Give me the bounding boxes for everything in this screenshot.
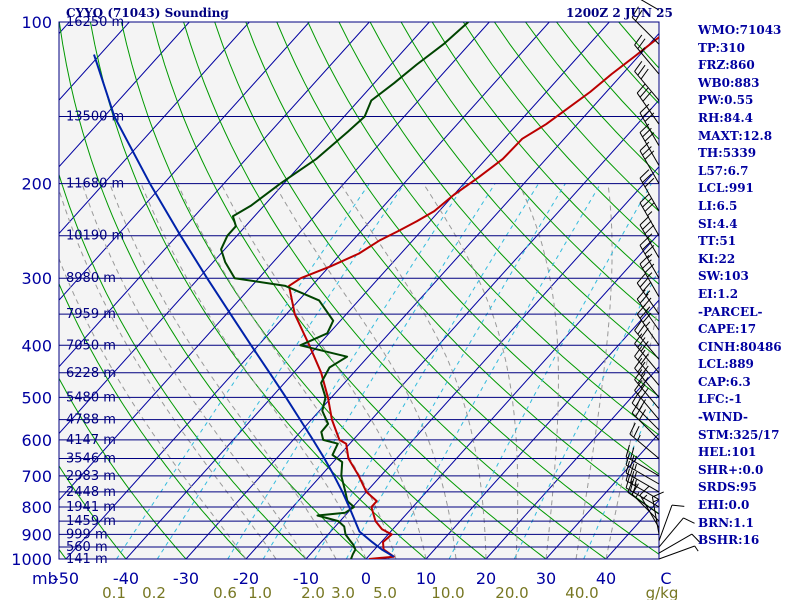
stability-index-item: LI:6.5 [698, 198, 798, 216]
mixing-ratio-tick-label: 0.2 [142, 584, 166, 600]
stability-index-item: LCL:889 [698, 356, 798, 374]
pressure-tick-label: 100 [21, 13, 52, 32]
mixing-ratio-tick-label: 20.0 [495, 584, 528, 600]
stability-index-item: RH:84.4 [698, 110, 798, 128]
pressure-tick-label: 200 [21, 175, 52, 194]
temperature-tick-label: -30 [173, 569, 199, 588]
height-label: 6228 m [66, 366, 116, 381]
height-label: 7959 m [66, 307, 116, 322]
temperature-tick-label: -50 [53, 569, 79, 588]
stability-index-item: TP:310 [698, 40, 798, 58]
pressure-tick-label: 400 [21, 336, 52, 355]
height-label: 7050 m [66, 338, 116, 353]
temperature-tick-label: 0 [361, 569, 371, 588]
temperature-tick-label: 30 [536, 569, 556, 588]
temperature-tick-label: 40 [596, 569, 616, 588]
mixing-ratio-tick-label: 1.0 [248, 584, 272, 600]
mixing-ratio-tick-label: 3.0 [331, 584, 355, 600]
stability-index-item: KI:22 [698, 251, 798, 269]
height-label: 11680 m [66, 177, 124, 192]
pressure-tick-label: 900 [21, 525, 52, 544]
mixing-ratio-tick-label: 40.0 [565, 584, 598, 600]
height-label: 4788 m [66, 413, 116, 428]
height-label: 2983 m [66, 469, 116, 484]
pressure-tick-label: 800 [21, 498, 52, 517]
height-label: 3546 m [66, 452, 116, 467]
height-label: 8980 m [66, 271, 116, 286]
height-label: 10190 m [66, 229, 124, 244]
stability-index-item: SI:4.4 [698, 216, 798, 234]
mixing-ratio-unit: g/kg [646, 584, 679, 600]
stability-index-item: TT:51 [698, 233, 798, 251]
stability-index-item: -WIND- [698, 409, 798, 427]
height-label: 5480 m [66, 390, 116, 405]
stability-index-item: LCL:991 [698, 180, 798, 198]
stability-index-item: SRDS:95 [698, 479, 798, 497]
mixing-ratio-tick-label: 10.0 [431, 584, 464, 600]
pressure-tick-label: 500 [21, 388, 52, 407]
mixing-ratio-tick-label: 2.0 [301, 584, 325, 600]
stability-index-item: STM:325/17 [698, 427, 798, 445]
stability-index-item: TH:5339 [698, 145, 798, 163]
stability-index-item: SW:103 [698, 268, 798, 286]
stability-index-item: PW:0.55 [698, 92, 798, 110]
stability-index-item: LFC:-1 [698, 391, 798, 409]
stability-index-item: CAPE:17 [698, 321, 798, 339]
stability-index-item: EHI:0.0 [698, 497, 798, 515]
height-label: 4147 m [66, 433, 116, 448]
mixing-ratio-tick-label: 0.1 [102, 584, 126, 600]
chart-title: CYYQ (71043) Sounding [66, 6, 229, 20]
pressure-tick-label: 300 [21, 269, 52, 288]
sounding-datetime: 1200Z 2 JUN 25 [566, 6, 673, 20]
stability-index-item: MAXT:12.8 [698, 128, 798, 146]
stability-index-item: HEL:101 [698, 444, 798, 462]
mixing-ratio-tick-label: 0.6 [213, 584, 237, 600]
pressure-tick-label: 700 [21, 467, 52, 486]
pressure-tick-label: 1000 [11, 550, 52, 569]
stability-index-item: FRZ:860 [698, 57, 798, 75]
stability-index-item: WB0:883 [698, 75, 798, 93]
stability-index-item: EI:1.2 [698, 286, 798, 304]
height-label: 1941 m [66, 500, 116, 515]
stability-index-item: CINH:80486 [698, 339, 798, 357]
stability-index-item: WMO:71043 [698, 22, 798, 40]
stability-index-item: CAP:6.3 [698, 374, 798, 392]
height-label: 2448 m [66, 485, 116, 500]
stability-index-item: -PARCEL- [698, 304, 798, 322]
height-label: 141 m [66, 552, 108, 567]
temperature-tick-label: 20 [476, 569, 496, 588]
stability-index-item: L57:6.7 [698, 163, 798, 181]
stability-index-item: SHR+:0.0 [698, 462, 798, 480]
stability-index-item: BSHR:16 [698, 532, 798, 550]
pressure-tick-label: 600 [21, 431, 52, 450]
mixing-ratio-tick-label: 5.0 [373, 584, 397, 600]
stability-index-item: BRN:1.1 [698, 515, 798, 533]
